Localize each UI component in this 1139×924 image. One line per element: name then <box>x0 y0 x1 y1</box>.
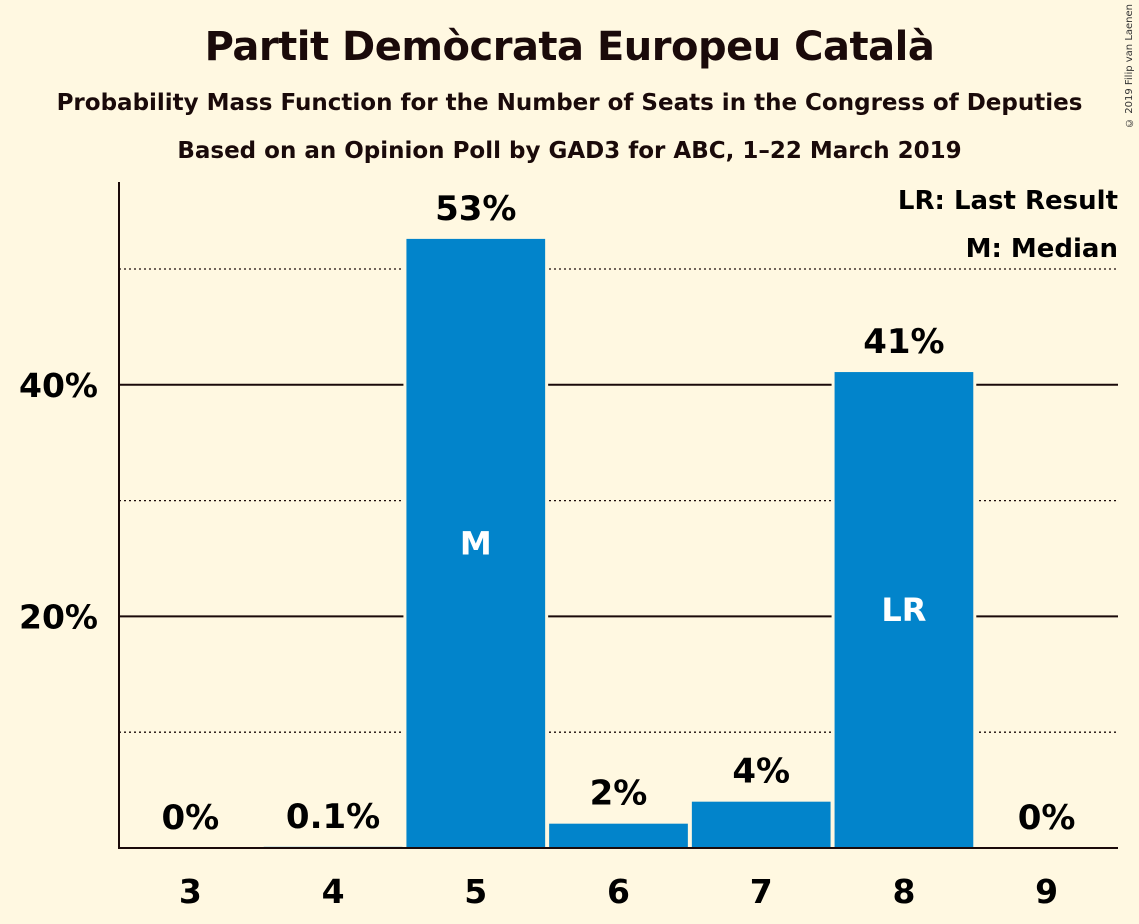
x-tick-label: 6 <box>607 872 630 911</box>
bar-value-label: 0.1% <box>286 797 380 837</box>
bar <box>834 372 974 848</box>
value-labels: 0% 0.1% 53% M 2% 4% 41% LR 0% <box>161 189 1075 838</box>
x-tick-label: 9 <box>1035 872 1058 911</box>
bar-value-label: 2% <box>590 774 648 814</box>
chart-subtitle: Probability Mass Function for the Number… <box>56 90 1083 116</box>
bar <box>691 801 831 848</box>
chart-source-note: Based on an Opinion Poll by GAD3 for ABC… <box>177 138 962 164</box>
x-tick-label: 5 <box>464 872 487 911</box>
x-tick-label: 7 <box>750 872 773 911</box>
legend-median: M: Median <box>966 234 1118 264</box>
bar-marker-label: LR <box>881 591 926 629</box>
x-tick-label: 3 <box>179 872 202 911</box>
axes: 20% 40% 3 4 5 6 7 8 9 <box>19 182 1118 911</box>
y-tick-label: 20% <box>19 597 98 636</box>
y-tick-label: 40% <box>19 366 98 405</box>
legend-last-result: LR: Last Result <box>898 186 1118 216</box>
bar-value-label: 0% <box>1018 798 1076 838</box>
bar-value-label: 0% <box>161 798 219 838</box>
bar <box>406 238 546 849</box>
bars <box>260 235 977 849</box>
x-tick-label: 8 <box>892 872 915 911</box>
bar-marker-label: M <box>460 524 492 562</box>
bar-value-label: 4% <box>732 752 790 792</box>
bar <box>549 823 688 848</box>
x-tick-label: 4 <box>322 872 345 911</box>
bar-gap <box>260 843 406 848</box>
bar-value-label: 41% <box>863 322 944 362</box>
chart-title: Partit Demòcrata Europeu Català <box>204 24 935 70</box>
bar-value-label: 53% <box>435 189 516 229</box>
